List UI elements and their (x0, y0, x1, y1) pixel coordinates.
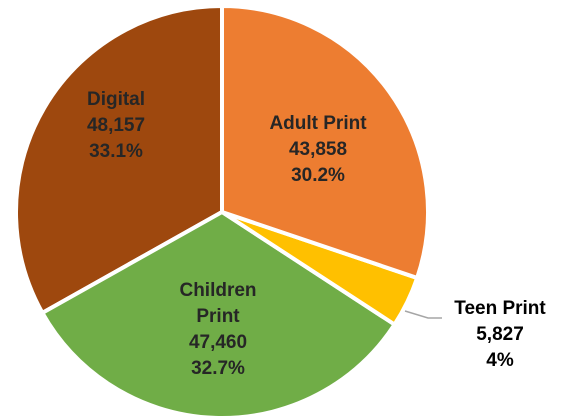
category-label: Digital (86, 89, 146, 110)
pie-slice (14, 4, 224, 315)
percent-label: 30.2% (291, 165, 345, 186)
slice-label: Teen Print 5,827 4% (430, 296, 570, 374)
percent-label: 4% (486, 350, 514, 371)
leader-line (404, 310, 442, 319)
category-label: Teen Print (454, 298, 546, 319)
value-label: 5,827 (476, 324, 524, 345)
category-label: Adult Print (269, 113, 367, 134)
value-label: 48,157 (86, 115, 146, 136)
pie-slice (40, 210, 397, 419)
percent-label: 33.1% (89, 141, 143, 162)
category-label: Children Print (179, 280, 257, 327)
slice-label: Children Print 47,460 32.7% (168, 278, 268, 382)
value-label: 43,858 (288, 139, 348, 160)
slice-label: Adult Print 43,858 30.2% (248, 111, 388, 189)
pie-slice (220, 4, 430, 280)
slice-label: Digital 48,157 33.1% (56, 87, 176, 165)
value-label: 47,460 (188, 332, 248, 353)
percent-label: 32.7% (191, 358, 245, 379)
